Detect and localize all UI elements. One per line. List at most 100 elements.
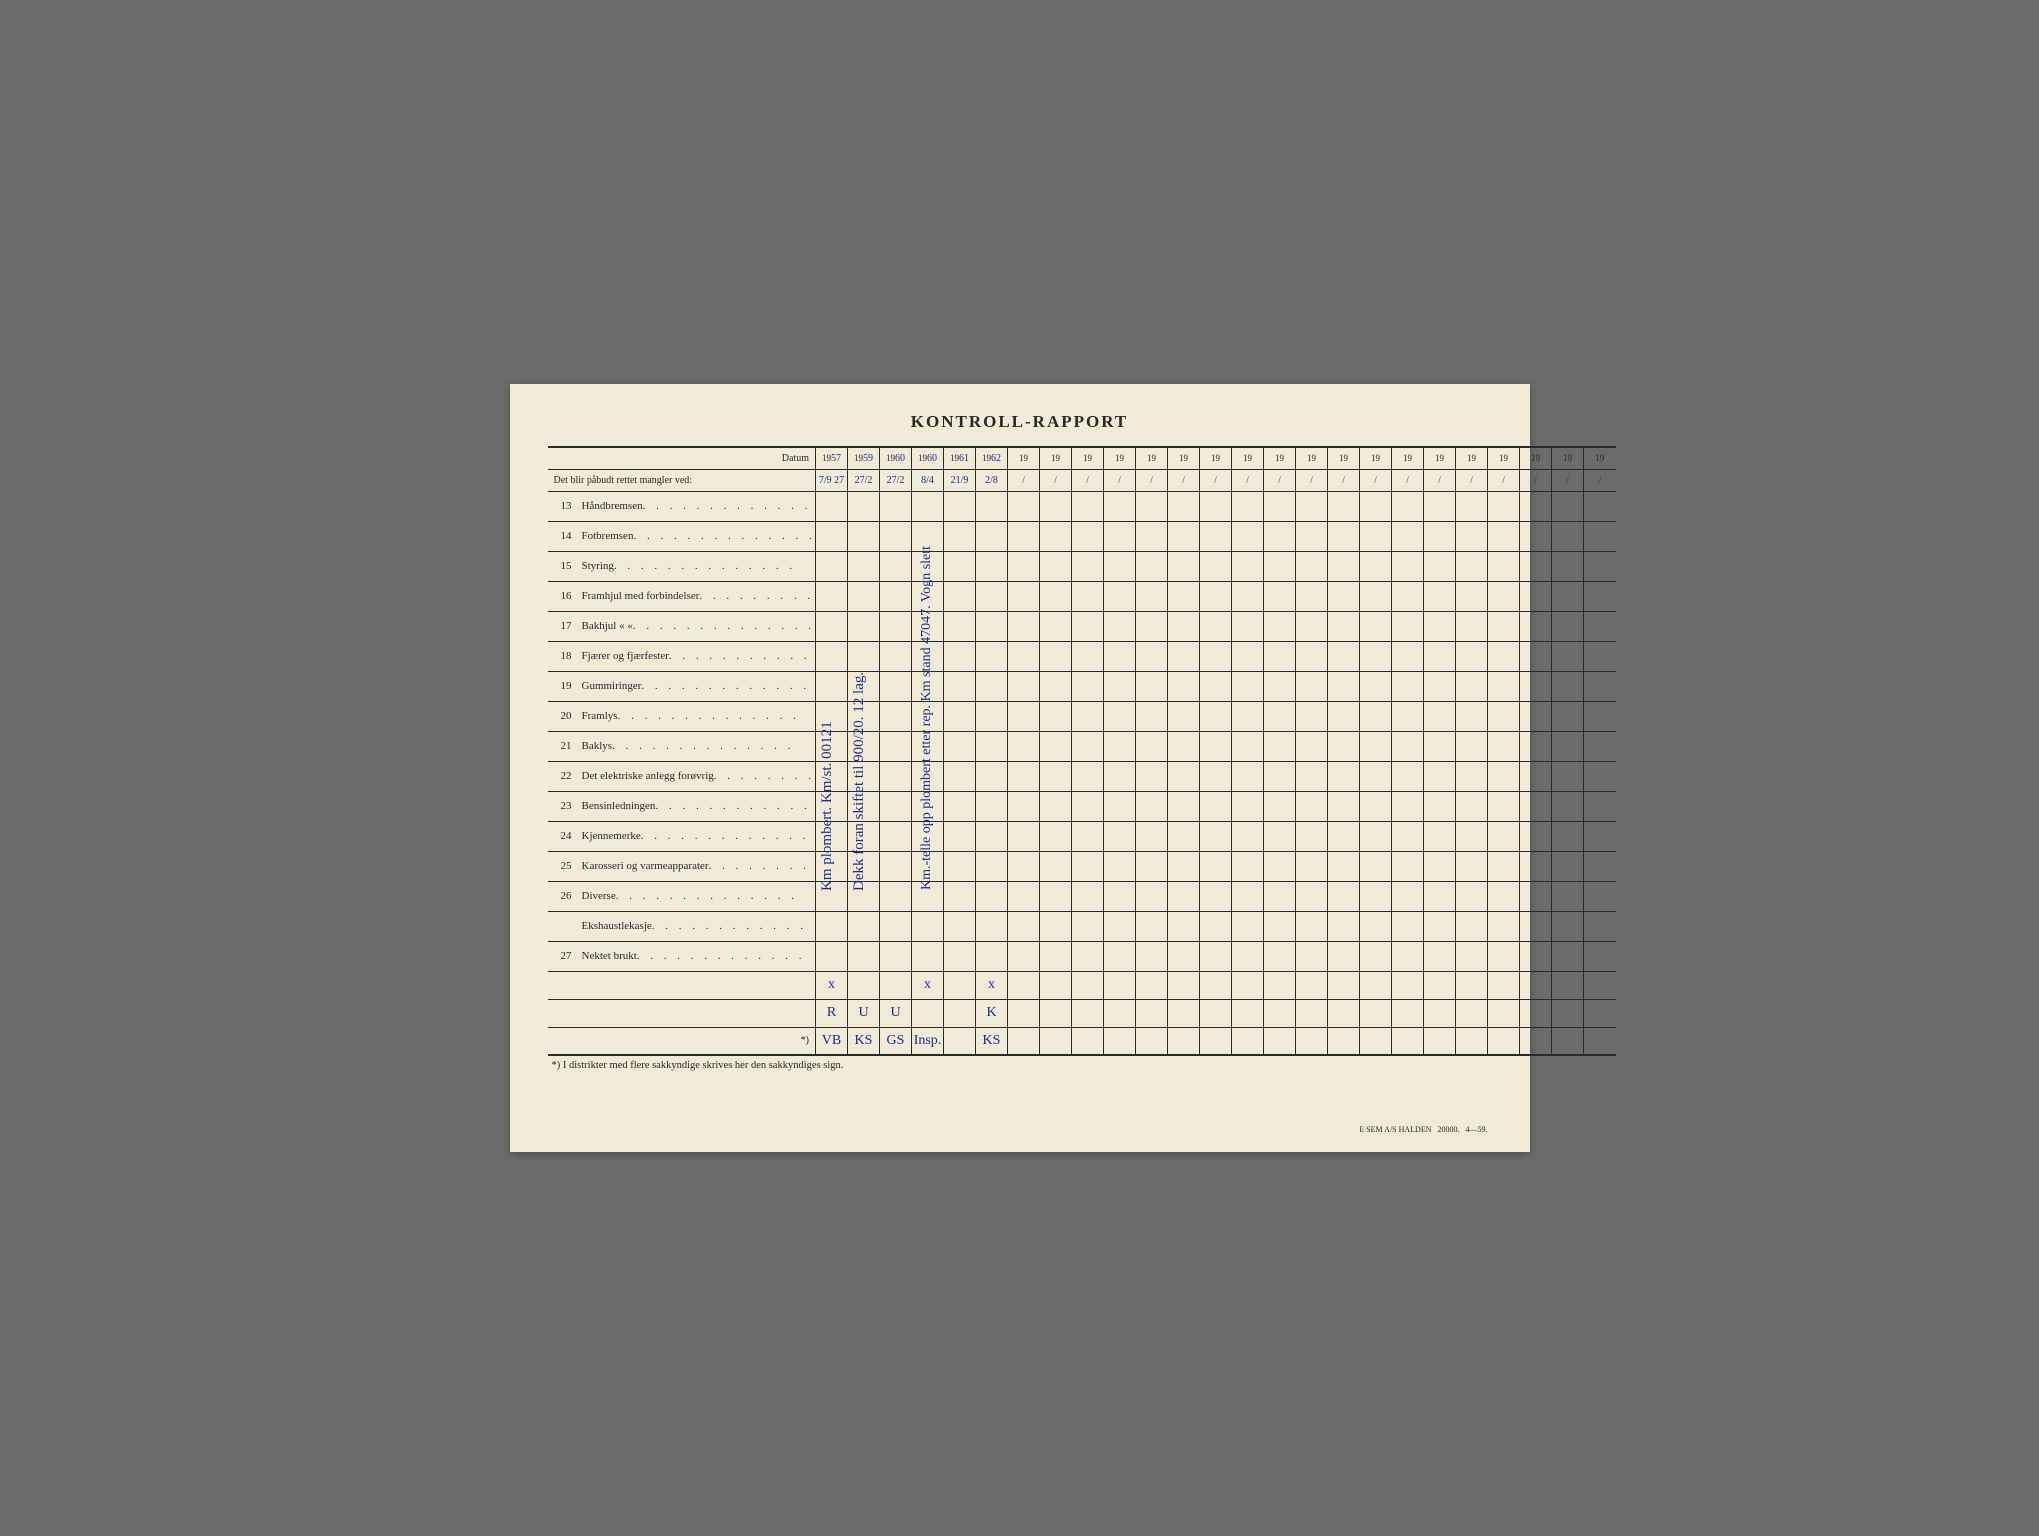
item-text: Bakhjul « « bbox=[582, 620, 633, 632]
item-number bbox=[550, 920, 572, 932]
grid-cell bbox=[1008, 671, 1040, 701]
grid-cell bbox=[1040, 761, 1072, 791]
grid-cell bbox=[1488, 671, 1520, 701]
grid-cell bbox=[1360, 491, 1392, 521]
item-label-cell: 24Kjennemerke . . . . . . . . . . . . . … bbox=[548, 821, 816, 851]
grid-cell bbox=[1136, 941, 1168, 971]
item-text: Fjærer og fjærfester bbox=[582, 650, 669, 662]
item-text: Framlys bbox=[582, 710, 618, 722]
dot-leader: . . . . . . . . . . . . . . bbox=[614, 560, 811, 572]
date-cell: / bbox=[1136, 469, 1168, 491]
grid-cell bbox=[1520, 491, 1552, 521]
grid-cell bbox=[1296, 911, 1328, 941]
grid-cell bbox=[880, 611, 912, 641]
year-cell: 19 bbox=[1488, 447, 1520, 469]
item-label-cell: 26Diverse . . . . . . . . . . . . . . bbox=[548, 881, 816, 911]
grid-cell bbox=[1232, 641, 1264, 671]
grid-cell bbox=[1232, 731, 1264, 761]
year-cell: 19 bbox=[1008, 447, 1040, 469]
grid-cell bbox=[1232, 491, 1264, 521]
grid-cell bbox=[1520, 911, 1552, 941]
grid-cell bbox=[1200, 851, 1232, 881]
grid-cell bbox=[1136, 581, 1168, 611]
grid-cell bbox=[1232, 881, 1264, 911]
grid-cell bbox=[1072, 581, 1104, 611]
grid-cell bbox=[1232, 851, 1264, 881]
grid-cell bbox=[1264, 911, 1296, 941]
grid-cell bbox=[1552, 761, 1584, 791]
grid-cell bbox=[1072, 911, 1104, 941]
grid-cell bbox=[1584, 521, 1616, 551]
grid-cell bbox=[1552, 551, 1584, 581]
grid-cell bbox=[1392, 941, 1424, 971]
grid-cell bbox=[1296, 791, 1328, 821]
grid-cell bbox=[1072, 731, 1104, 761]
item-text: Fotbremsen bbox=[582, 530, 634, 542]
grid-cell bbox=[1040, 821, 1072, 851]
grid-cell bbox=[1360, 641, 1392, 671]
grid-cell bbox=[816, 911, 848, 941]
grid-cell bbox=[1200, 881, 1232, 911]
grid-cell bbox=[1264, 701, 1296, 731]
grid-cell bbox=[1040, 551, 1072, 581]
grid-cell bbox=[1520, 881, 1552, 911]
grid-cell bbox=[1424, 941, 1456, 971]
grid-cell bbox=[1296, 821, 1328, 851]
grid-cell bbox=[880, 491, 912, 521]
grid-cell bbox=[1424, 701, 1456, 731]
grid-cell bbox=[1008, 881, 1040, 911]
grid-cell bbox=[1456, 911, 1488, 941]
item-number: 18 bbox=[550, 650, 572, 662]
grid-cell bbox=[848, 611, 880, 641]
publisher-text: E SEM A/S HALDEN bbox=[1359, 1125, 1431, 1134]
grid-cell bbox=[1040, 671, 1072, 701]
grid-cell bbox=[816, 641, 848, 671]
grid-cell bbox=[976, 851, 1008, 881]
grid-cell bbox=[1040, 911, 1072, 941]
vertical-note-col5: Km.-telle opp plombert etter rep. Km sta… bbox=[919, 546, 935, 890]
dot-leader: . . . . . . . . . . . . . . bbox=[643, 500, 811, 512]
grid-cell bbox=[1008, 551, 1040, 581]
grid-cell bbox=[1104, 611, 1136, 641]
grid-cell bbox=[1072, 491, 1104, 521]
year-cell: 19 bbox=[1168, 447, 1200, 469]
item-label-cell: 15Styring . . . . . . . . . . . . . . bbox=[548, 551, 816, 581]
grid-cell bbox=[1392, 701, 1424, 731]
grid-cell bbox=[1552, 641, 1584, 671]
grid-cell bbox=[976, 551, 1008, 581]
grid-cell bbox=[1584, 701, 1616, 731]
grid-cell bbox=[1200, 701, 1232, 731]
item-label-cell: 27Nektet brukt . . . . . . . . . . . . .… bbox=[548, 941, 816, 971]
grid-cell bbox=[1104, 881, 1136, 911]
grid-cell bbox=[1264, 851, 1296, 881]
date-cell: / bbox=[1392, 469, 1424, 491]
footer-star-label: *) bbox=[548, 1027, 816, 1055]
grid-cell bbox=[1040, 611, 1072, 641]
item-text: Gummiringer bbox=[582, 680, 642, 692]
date-cell: / bbox=[1040, 469, 1072, 491]
year-cell: 19 bbox=[1520, 447, 1552, 469]
item-label-cell: 16Framhjul med forbindelser . . . . . . … bbox=[548, 581, 816, 611]
grid-cell bbox=[1232, 701, 1264, 731]
grid-cell bbox=[1200, 521, 1232, 551]
grid-cell bbox=[1072, 521, 1104, 551]
grid-cell bbox=[1360, 581, 1392, 611]
grid-cell bbox=[976, 521, 1008, 551]
item-row: 13Håndbremsen . . . . . . . . . . . . . … bbox=[548, 491, 1616, 521]
grid-cell bbox=[1584, 941, 1616, 971]
item-number: 15 bbox=[550, 560, 572, 572]
grid-cell bbox=[1264, 791, 1296, 821]
item-row: 19Gummiringer . . . . . . . . . . . . . … bbox=[548, 671, 1616, 701]
grid-cell bbox=[816, 491, 848, 521]
grid-cell bbox=[976, 881, 1008, 911]
grid-cell bbox=[1200, 911, 1232, 941]
grid-cell bbox=[848, 521, 880, 551]
grid-cell bbox=[1552, 851, 1584, 881]
grid-cell bbox=[816, 941, 848, 971]
grid-cell bbox=[1456, 521, 1488, 551]
grid-cell bbox=[976, 641, 1008, 671]
date-cell: / bbox=[1232, 469, 1264, 491]
grid-cell bbox=[1456, 641, 1488, 671]
year-cell: 19 bbox=[1456, 447, 1488, 469]
grid-cell bbox=[1392, 641, 1424, 671]
